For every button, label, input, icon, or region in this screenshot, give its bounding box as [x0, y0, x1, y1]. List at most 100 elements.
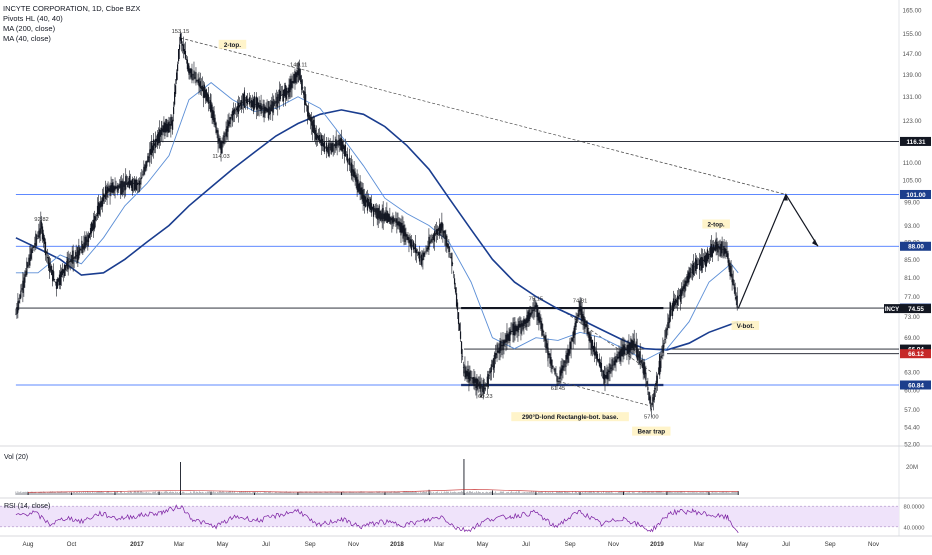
candle-body: [676, 295, 679, 306]
y-tick-label: 85.00: [904, 257, 920, 264]
candle-body: [657, 373, 659, 375]
candle-body: [398, 221, 400, 227]
candle-body: [454, 287, 457, 293]
candle-body: [587, 328, 589, 335]
candle-body: [577, 314, 579, 317]
candle-body: [309, 114, 311, 121]
candle-body: [46, 257, 49, 259]
candle-body: [107, 186, 109, 193]
candle-body: [451, 252, 453, 267]
candle-body: [627, 344, 629, 354]
candle-body: [354, 171, 356, 180]
candle-body: [83, 242, 85, 250]
candle-body: [212, 109, 214, 121]
candle-body: [31, 250, 33, 254]
price-axis-strip: [899, 0, 932, 550]
candle-body: [556, 376, 558, 382]
candle-body: [581, 308, 583, 322]
candle-body: [367, 199, 370, 207]
candle-body: [407, 236, 409, 241]
candle-body: [598, 358, 601, 367]
candle-body: [705, 253, 708, 267]
candle-body: [444, 230, 446, 239]
candle-body: [146, 160, 148, 167]
candle-body: [242, 93, 245, 106]
x-tick-label: Jul: [782, 541, 790, 548]
candle-body: [403, 224, 405, 237]
projection-arrowhead: [811, 239, 818, 247]
candle-body: [320, 135, 323, 147]
candle-body: [602, 370, 605, 380]
candle-body: [569, 348, 571, 350]
candle-body: [56, 278, 59, 289]
candle-body: [446, 235, 448, 248]
candle-body: [695, 258, 697, 271]
ma200-line: [15, 109, 739, 351]
annotation-label: V-bot.: [737, 323, 755, 330]
candle-body: [372, 204, 375, 217]
candle-body: [561, 365, 563, 374]
candle-body: [523, 318, 525, 326]
candle-body: [230, 117, 232, 120]
y-tick-label: 99.00: [904, 199, 920, 206]
candle-body: [605, 375, 607, 379]
candle-body: [75, 252, 77, 259]
candle-body: [220, 140, 222, 154]
candle-body: [131, 179, 134, 192]
candle-body: [41, 226, 44, 240]
level-badge: [900, 344, 931, 354]
candle-body: [430, 239, 432, 243]
candle-body: [655, 380, 657, 386]
candle-body: [137, 183, 140, 185]
candle-body: [224, 136, 226, 137]
candle-body: [128, 175, 131, 189]
candle-body: [646, 381, 648, 385]
candle-body: [312, 121, 314, 132]
candle-body: [378, 205, 380, 219]
candle-body: [19, 294, 21, 299]
candle-body: [519, 323, 521, 328]
candle-body: [689, 267, 691, 278]
candle-body: [69, 260, 71, 262]
candle-body: [386, 210, 388, 223]
last-price-tag-text: INCY: [885, 307, 899, 313]
pivot-label: 92.82: [34, 217, 49, 223]
candle-body: [687, 271, 689, 283]
candle-body: [80, 249, 82, 251]
candle-body: [494, 352, 496, 359]
candle-body: [619, 350, 621, 361]
candle-body: [77, 250, 79, 263]
candle-body: [733, 283, 735, 290]
pivot-label: 57.00: [644, 414, 659, 420]
candle-body: [218, 138, 220, 143]
candle-body: [730, 265, 732, 277]
candle-body: [165, 119, 167, 133]
candle-body: [535, 302, 537, 308]
candle-body: [595, 350, 598, 359]
candle-body: [527, 311, 529, 323]
pivot-label: 60.23: [478, 394, 493, 400]
candle-body: [96, 205, 99, 217]
candle-body: [537, 308, 539, 321]
candle-body: [417, 252, 420, 256]
candle-body: [322, 143, 325, 147]
candle-body: [575, 321, 577, 327]
candle-body: [81, 240, 83, 254]
candle-body: [679, 289, 682, 302]
y-tick-label: 110.00: [903, 160, 922, 167]
candle-body: [397, 221, 399, 226]
candle-body: [713, 247, 716, 251]
candle-body: [729, 263, 731, 277]
candle-body: [319, 139, 322, 143]
candle-body: [665, 329, 667, 338]
candle-body: [696, 259, 698, 269]
candle-body: [671, 303, 674, 316]
candle-body: [52, 269, 54, 282]
candle-body: [42, 233, 45, 242]
candle-body: [653, 390, 655, 400]
candle-body: [281, 94, 284, 96]
level-badge: [900, 349, 931, 359]
candle-body: [302, 87, 304, 89]
candle-body: [71, 254, 73, 263]
